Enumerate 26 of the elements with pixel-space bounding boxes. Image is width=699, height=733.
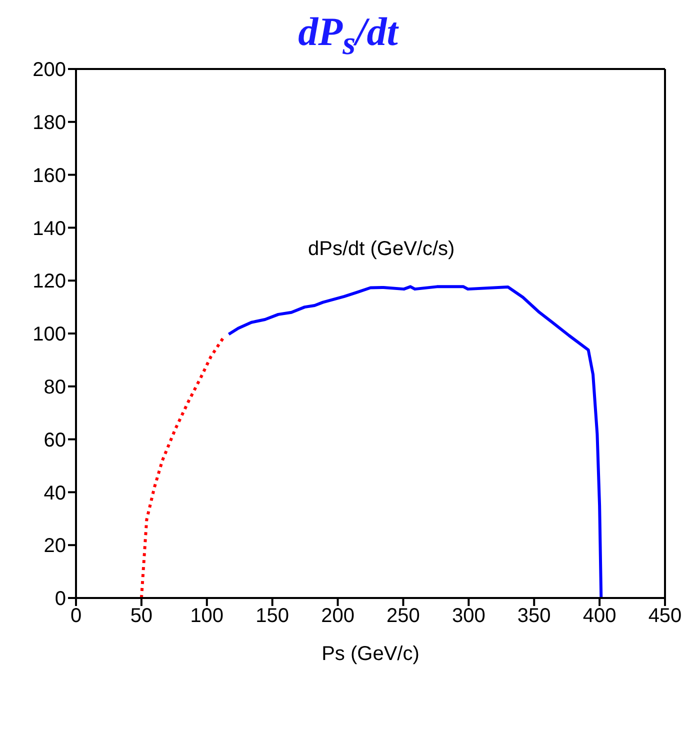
x-tick-label: 350	[517, 605, 551, 628]
y-tick-label: 180	[32, 112, 66, 134]
y-tick-label: 100	[32, 324, 66, 346]
x-axis-title: Ps (GeV/c)	[322, 643, 420, 665]
chart-title: dP$_{s}$/dt	[298, 9, 398, 62]
x-tick-label: 200	[321, 605, 354, 628]
y-tick-label: 160	[32, 164, 66, 187]
y-tick-label: 0	[54, 588, 66, 610]
y-tick-label: 40	[44, 482, 66, 504]
annotation: dPs/dt (GeV/c/s)	[308, 238, 455, 260]
y-tick-label: 140	[32, 218, 66, 240]
y-tick-label: 20	[44, 535, 66, 558]
y-tick-label: 120	[32, 270, 66, 293]
line-series	[140, 336, 224, 598]
y-tick-label: 80	[44, 376, 66, 398]
x-tick-label: 450	[648, 605, 682, 628]
x-tick-label: 50	[130, 605, 153, 628]
y-tick-label: 200	[32, 59, 66, 82]
x-tick-label: 250	[386, 605, 420, 628]
x-tick-label: 0	[70, 605, 82, 628]
x-tick-label: 400	[582, 605, 616, 628]
x-tick-label: 150	[256, 605, 290, 628]
x-tick-label: 100	[190, 605, 224, 628]
y-tick-label: 60	[44, 429, 66, 452]
line-series	[227, 285, 603, 598]
x-tick-label: 300	[452, 605, 486, 628]
